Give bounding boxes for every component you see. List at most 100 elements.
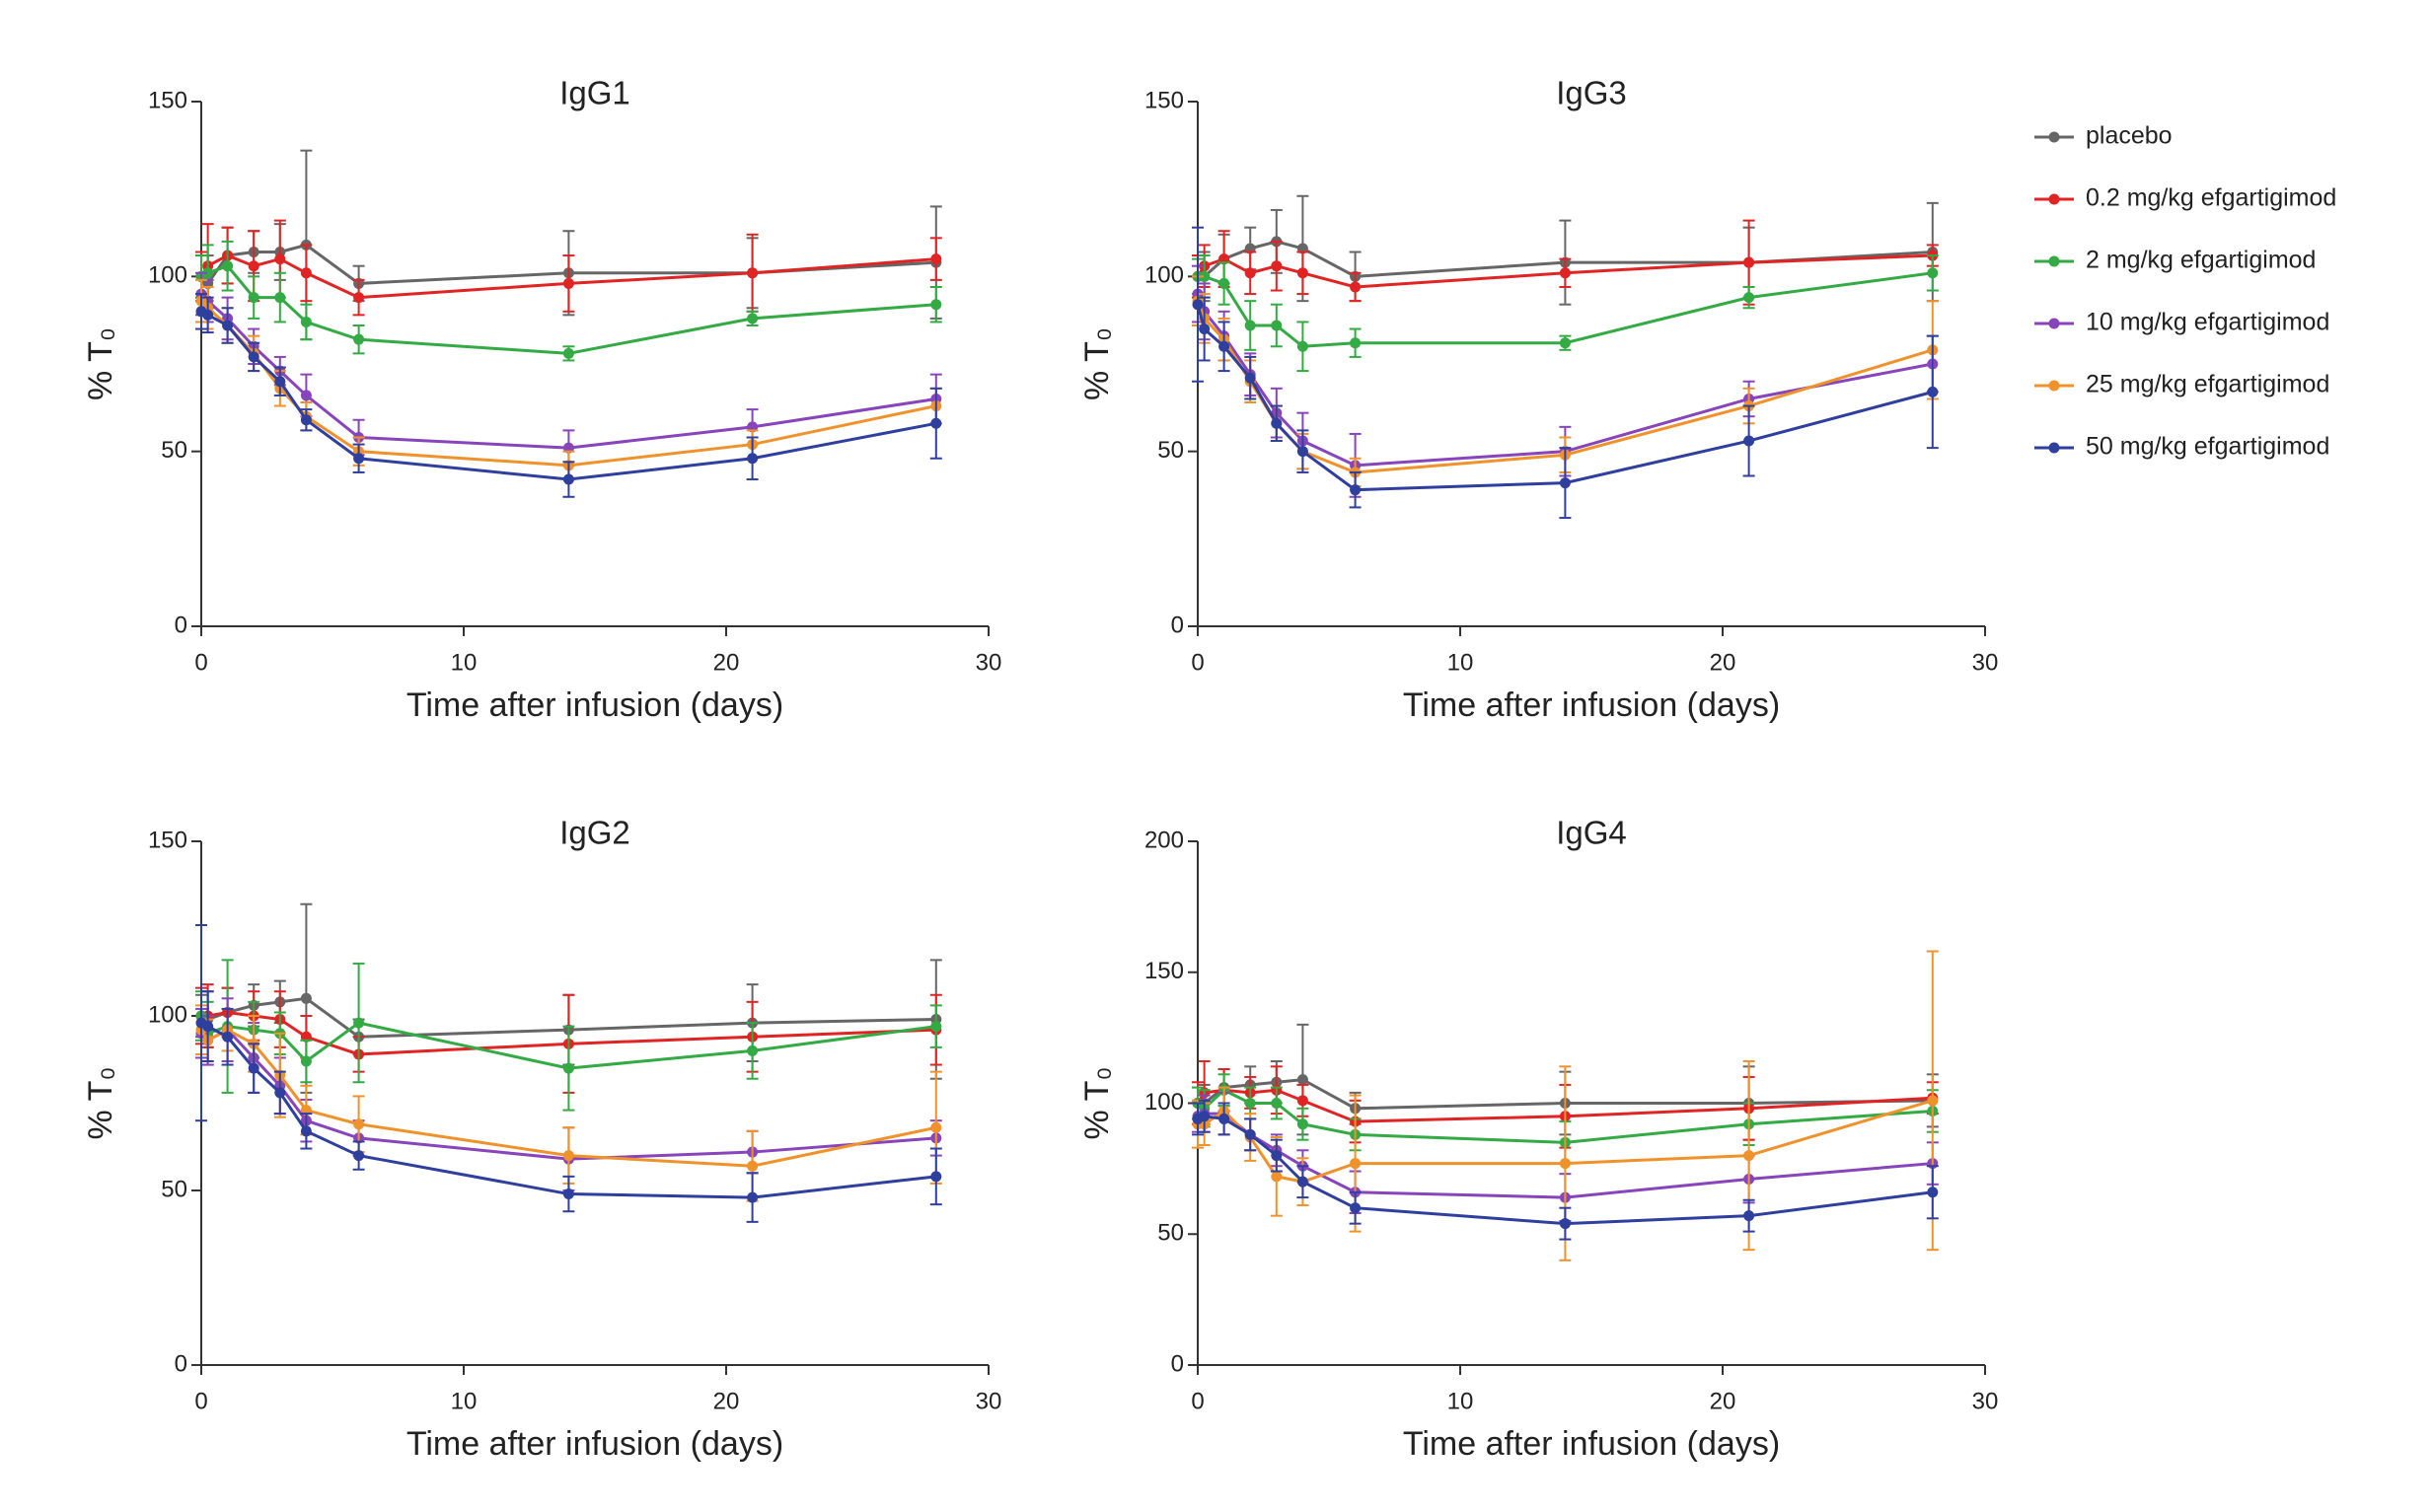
data-point [930,1171,942,1183]
data-point [300,267,312,279]
data-point [1559,337,1571,349]
data-point [222,320,234,331]
series [1192,1099,1939,1241]
legend-marker [2048,442,2060,454]
y-axis-label: % T₀ [1078,1067,1116,1140]
x-axis-label: Time after infusion (days) [1403,1425,1780,1463]
data-point [300,1055,312,1067]
data-point [562,1188,574,1200]
series-line [200,310,937,481]
data-point [248,260,259,272]
data-point [1244,320,1256,331]
y-tick-label: 50 [161,1176,187,1202]
data-point [1927,267,1939,279]
series-line [1197,1115,1933,1226]
legend-marker [2048,380,2060,392]
x-tick-label: 20 [713,1388,740,1414]
legend-label: 0.2 mg/kg efgartigimod [2086,184,2336,212]
data-point [274,253,286,265]
series-line [200,996,936,1039]
data-point [353,292,365,304]
y-tick-label: 0 [175,1350,187,1377]
x-tick-label: 10 [1447,649,1474,676]
y-tick-label: 150 [1144,958,1184,984]
y-tick-label: 200 [1144,827,1184,853]
y-tick-label: 100 [1144,1089,1184,1116]
data-point [1296,1074,1308,1086]
series-line [199,1015,936,1070]
legend-label: 10 mg/kg efgartigimod [2086,309,2329,336]
series-line [200,263,936,355]
y-tick-label: 0 [175,612,187,638]
data-point [1559,1218,1571,1230]
data-point [1296,340,1308,352]
x-tick-label: 10 [1447,1388,1474,1414]
legend-label: 2 mg/kg efgartigimod [2086,247,2316,274]
data-point [1271,260,1283,272]
data-point [274,376,286,388]
data-point [1244,372,1256,384]
data-point [222,1031,234,1043]
series-line [1198,240,1933,278]
data-point [562,347,574,359]
data-point [1218,277,1230,289]
data-point [248,292,259,304]
series [1192,219,1939,306]
data-point [1192,299,1204,311]
data-point [202,1021,214,1033]
data-point [222,260,234,272]
chart-title: IgG1 [559,75,630,111]
data-point [300,1125,312,1137]
chart-title: IgG3 [1556,75,1627,111]
data-point [1743,1150,1755,1162]
data-point [1927,1095,1939,1107]
data-point [1218,1113,1230,1124]
x-tick-label: 0 [194,649,207,676]
x-tick-label: 30 [976,1388,1002,1414]
series-line [1196,1088,1933,1123]
data-point [1350,337,1362,349]
legend-marker [2048,193,2060,205]
y-tick-label: 150 [148,827,187,853]
data-point [274,1087,286,1099]
data-point [1296,1118,1308,1130]
series-line [1196,304,1934,492]
data-point [1199,270,1211,282]
y-axis-label: % T₀ [1078,327,1116,400]
chart-title: IgG4 [1556,815,1627,851]
series-line [1197,1088,1933,1144]
data-point [1350,1202,1362,1214]
y-axis-label: % T₀ [82,1067,119,1140]
x-tick-label: 0 [194,1388,207,1414]
data-point [353,1017,365,1029]
series [1192,226,1939,520]
series-line [199,293,937,450]
data-point [1244,267,1256,279]
data-point [248,351,259,363]
data-point [1296,1176,1308,1188]
y-tick-label: 50 [1157,1220,1184,1247]
data-point [930,417,942,429]
series-line [200,1021,936,1199]
series-line [1196,293,1934,468]
x-axis-label: Time after infusion (days) [1403,686,1780,724]
data-point [353,1118,365,1130]
data-point [1296,1095,1308,1107]
data-point [1559,1158,1571,1170]
legend-label: 25 mg/kg efgartigimod [2086,371,2329,398]
data-point [274,292,286,304]
data-point [1559,267,1571,279]
series-line [1198,271,1933,348]
y-tick-label: 150 [1144,87,1184,113]
x-tick-label: 10 [451,649,478,676]
series-line [1197,1112,1933,1199]
data-point [1271,1098,1283,1109]
data-point [562,473,574,485]
data-point [747,453,759,465]
data-point [300,414,312,426]
x-tick-label: 20 [1710,1388,1736,1414]
data-point [562,277,574,289]
data-point [1350,281,1362,293]
data-point [1296,267,1308,279]
data-point [1743,1210,1755,1222]
